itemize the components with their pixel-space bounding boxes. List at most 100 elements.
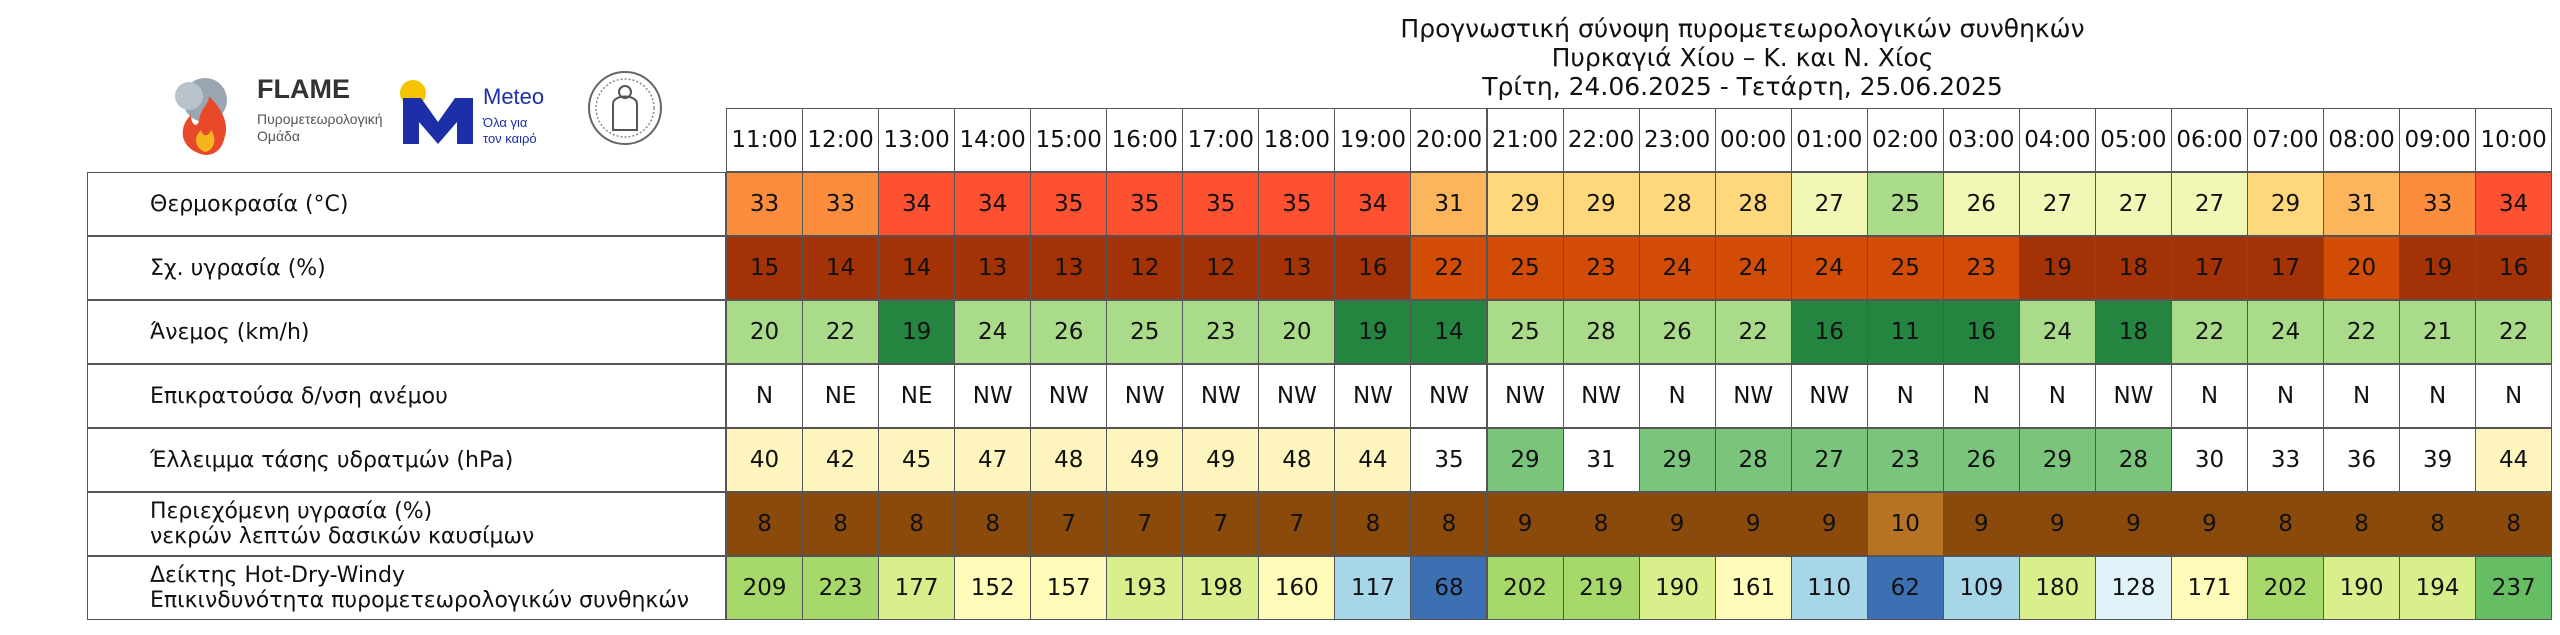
value-cell: 22 <box>2323 300 2401 364</box>
value-cell: 16 <box>1790 300 1868 364</box>
value-cell: 30 <box>2170 428 2248 492</box>
value-cell: 9 <box>2170 492 2248 556</box>
value-cell: 7 <box>1106 492 1184 556</box>
hour-label-1: 12:00 <box>802 108 880 172</box>
row-label-text: Έλλειμμα τάσης υδρατμών (hPa) <box>150 447 514 473</box>
row-label-text: Δείκτης Hot-Dry-Windy <box>150 563 405 588</box>
value-cell: 16 <box>1334 236 1412 300</box>
value-cell: 29 <box>1486 172 1564 236</box>
value-cell: 24 <box>954 300 1032 364</box>
row-label: Άνεμος (km/h) <box>87 300 726 364</box>
value-cell: 24 <box>1638 236 1716 300</box>
hour-label-8: 19:00 <box>1334 108 1412 172</box>
value-cell: 13 <box>954 236 1032 300</box>
value-cell: 8 <box>2399 492 2477 556</box>
value-cell: 177 <box>878 556 956 620</box>
smoke-icon-2 <box>175 82 203 110</box>
value-cell: 22 <box>2475 300 2553 364</box>
value-cell: 44 <box>1334 428 1412 492</box>
table-row: Επικρατούσα δ/νση ανέμου N NE NE NW NW NW NW NW N… <box>87 364 2553 428</box>
value-cell: N <box>2399 364 2477 428</box>
value-cell: 9 <box>2094 492 2172 556</box>
table-row: Άνεμος (km/h) 20 22 19 24 26 25 23 20 19 14 25 28 26 2… <box>87 300 2553 364</box>
row-label: Περιεχόμενη υγρασία (%) νεκρών λεπτών δασ… <box>87 492 726 556</box>
value-cell: 190 <box>1638 556 1716 620</box>
value-cell: 8 <box>954 492 1032 556</box>
value-cell: 9 <box>1790 492 1868 556</box>
value-cell: NW <box>1486 364 1564 428</box>
value-cell: 16 <box>2475 236 2553 300</box>
row-label: Δείκτης Hot-Dry-Windy Επικινδυνότητα πυρο… <box>87 556 726 620</box>
value-cell: 152 <box>954 556 1032 620</box>
flame-title: FLAME <box>257 74 350 104</box>
hour-label-16: 03:00 <box>1942 108 2020 172</box>
row-label-text: Θερμοκρασία (°C) <box>150 191 349 217</box>
value-cell: 27 <box>2170 172 2248 236</box>
hour-label-20: 07:00 <box>2247 108 2325 172</box>
value-cell: NE <box>802 364 880 428</box>
value-cell: 23 <box>1182 300 1260 364</box>
value-cell: 20 <box>1258 300 1336 364</box>
value-cell: 26 <box>1942 428 2020 492</box>
value-cell: 29 <box>1562 172 1640 236</box>
value-cell: 8 <box>2475 492 2553 556</box>
value-cell: 193 <box>1106 556 1184 620</box>
value-cell: N <box>2323 364 2401 428</box>
value-cell: 17 <box>2247 236 2325 300</box>
value-cell: 14 <box>878 236 956 300</box>
value-cell: 223 <box>802 556 880 620</box>
value-cell: NW <box>1030 364 1108 428</box>
value-cell: 8 <box>802 492 880 556</box>
flame-sub-2: Ομάδα <box>257 128 300 144</box>
value-cell: 16 <box>1942 300 2020 364</box>
value-cell: N <box>2247 364 2325 428</box>
value-cell: 194 <box>2399 556 2477 620</box>
meteo-sub-2: τον καιρό <box>483 131 537 146</box>
value-cell: 14 <box>802 236 880 300</box>
hour-label-4: 15:00 <box>1030 108 1108 172</box>
value-cell: 36 <box>2323 428 2401 492</box>
row-label: Σχ. υγρασία (%) <box>87 236 726 300</box>
value-cell: 49 <box>1106 428 1184 492</box>
value-cell: 109 <box>1942 556 2020 620</box>
value-cell: 7 <box>1182 492 1260 556</box>
hour-label-12: 23:00 <box>1638 108 1716 172</box>
table-row: Θερμοκρασία (°C) 33 33 34 34 35 35 35 35 34 31 29 29… <box>87 172 2553 236</box>
value-cell: 28 <box>1714 428 1792 492</box>
value-cell: 22 <box>2170 300 2248 364</box>
value-cell: 39 <box>2399 428 2477 492</box>
meteo-title: Meteo <box>483 84 544 109</box>
value-cell: 19 <box>878 300 956 364</box>
hour-label-22: 09:00 <box>2399 108 2477 172</box>
value-cell: 24 <box>2018 300 2096 364</box>
value-cell: 219 <box>1562 556 1640 620</box>
value-cell: 23 <box>1942 236 2020 300</box>
value-cell: 40 <box>726 428 804 492</box>
value-cell: 190 <box>2323 556 2401 620</box>
value-cell: 202 <box>2247 556 2325 620</box>
value-cell: 13 <box>1258 236 1336 300</box>
value-cell: 24 <box>2247 300 2325 364</box>
value-cell: 33 <box>2399 172 2477 236</box>
hour-label-15: 02:00 <box>1866 108 1944 172</box>
value-cell: 9 <box>1942 492 2020 556</box>
value-cell: 26 <box>1942 172 2020 236</box>
value-cell: 44 <box>2475 428 2553 492</box>
meteo-sub-1: Όλα για <box>482 115 528 130</box>
value-cell: 8 <box>878 492 956 556</box>
value-cell: 23 <box>1866 428 1944 492</box>
value-cell: 47 <box>954 428 1032 492</box>
value-cell: 34 <box>2475 172 2553 236</box>
value-cell: 19 <box>2399 236 2477 300</box>
value-cell: 7 <box>1030 492 1108 556</box>
value-cell: 23 <box>1562 236 1640 300</box>
value-cell: 29 <box>2247 172 2325 236</box>
value-cell: 14 <box>1410 300 1488 364</box>
value-cell: 17 <box>2170 236 2248 300</box>
hour-label-19: 06:00 <box>2170 108 2248 172</box>
flame-sub-1: Πυρομετεωρολογική <box>257 111 382 127</box>
value-cell: 19 <box>2018 236 2096 300</box>
value-cell: 49 <box>1182 428 1260 492</box>
hour-label-21: 08:00 <box>2323 108 2401 172</box>
table-row: Σχ. υγρασία (%) 15 14 14 13 13 12 12 13 16 22 25 23 2… <box>87 236 2553 300</box>
